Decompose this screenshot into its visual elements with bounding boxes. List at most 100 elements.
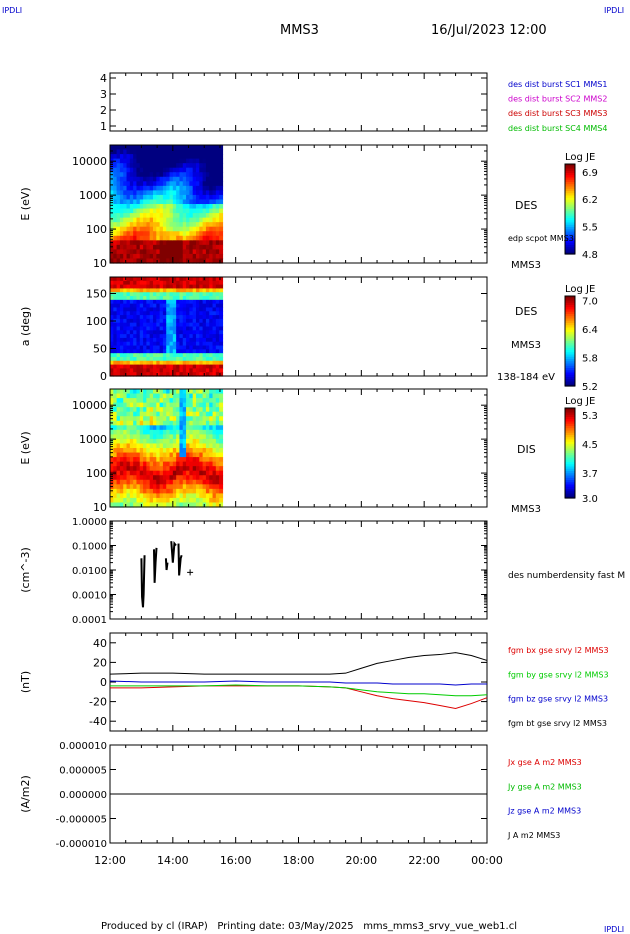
dis-energy-panel-cell xyxy=(116,497,121,504)
dis-energy-panel-cell xyxy=(133,493,138,499)
dis-energy-panel-cell xyxy=(202,479,207,485)
dis-energy-panel-cell xyxy=(146,497,151,504)
des-pitch-panel-colorbar-cell xyxy=(565,338,575,342)
des-pitch-panel-cell xyxy=(192,315,197,320)
des-energy-panel-cell xyxy=(139,167,144,173)
des-pitch-panel-cell xyxy=(209,296,214,301)
dis-energy-panel-cell xyxy=(110,443,114,449)
dis-energy-panel-cell xyxy=(159,389,164,395)
dis-energy-panel-cell xyxy=(159,438,164,445)
dis-energy-panel-cell xyxy=(166,443,171,449)
des-energy-panel-cell xyxy=(113,149,118,155)
dis-energy-panel-cell xyxy=(119,398,124,404)
des-pitch-panel-cell xyxy=(136,353,141,358)
dis-energy-panel-cell xyxy=(139,475,144,481)
des-energy-panel-cell xyxy=(146,145,151,151)
des-pitch-spacecraft-label: MMS3 xyxy=(511,340,541,351)
des-energy-panel-cell xyxy=(192,149,197,155)
dis-energy-panel-cell xyxy=(133,475,138,481)
des-pitch-panel-cell xyxy=(219,307,224,312)
des-energy-panel-cell xyxy=(149,194,154,201)
fgm-panel-ytick-label: -40 xyxy=(89,715,107,728)
des-pitch-panel-cell xyxy=(192,303,197,309)
dis-energy-panel-cell xyxy=(219,497,224,504)
dis-energy-panel-cell xyxy=(129,434,134,440)
dis-energy-panel-cell xyxy=(192,398,197,404)
des-pitch-panel-cell xyxy=(116,299,121,305)
des-energy-panel-cell xyxy=(149,235,154,241)
des-energy-panel-cell xyxy=(179,190,184,196)
dis-energy-panel-cell xyxy=(215,438,220,445)
current-panel-ytick-label: 0.000000 xyxy=(59,790,107,801)
dis-energy-panel-cell xyxy=(123,434,128,440)
des-energy-panel-cell xyxy=(202,154,207,160)
fgm-legend-entry: fgm by gse srvy l2 MMS3 xyxy=(508,670,609,679)
des-energy-panel-cell xyxy=(153,154,157,160)
des-pitch-panel-ytick-label: 50 xyxy=(93,343,107,356)
des-energy-panel-cell xyxy=(156,253,161,260)
dis-energy-panel-cell xyxy=(176,411,181,417)
des-pitch-panel-cell xyxy=(149,360,154,366)
des-pitch-panel-cell xyxy=(215,368,220,373)
dis-energy-panel-colorbar-cell xyxy=(565,486,575,490)
des-energy-panel-cell xyxy=(172,181,177,187)
dis-energy-panel-cell xyxy=(199,425,204,431)
des-energy-panel-cell xyxy=(176,249,181,255)
des-energy-panel-colorbar-cell xyxy=(565,206,575,210)
dis-energy-panel-cell xyxy=(192,443,197,449)
des-pitch-panel-cell xyxy=(169,372,174,377)
des-energy-panel-cell xyxy=(209,163,214,169)
des-energy-panel-cell xyxy=(139,176,144,182)
des-pitch-panel-cell xyxy=(202,318,207,324)
dis-energy-panel-cell xyxy=(205,429,210,435)
dis-energy-panel-cell xyxy=(149,466,154,472)
des-pitch-panel-cell xyxy=(186,318,190,324)
des-pitch-panel-cell xyxy=(110,360,114,366)
des-pitch-panel-cell xyxy=(119,284,124,290)
density-panel-ytick-label: 0.0010 xyxy=(72,591,107,602)
dis-energy-panel-colorbar-cell xyxy=(565,417,575,420)
des-pitch-panel-cell xyxy=(143,356,147,362)
dis-energy-panel-cell xyxy=(116,407,121,413)
des-pitch-panel-cell xyxy=(136,345,141,350)
des-energy-panel-cell xyxy=(202,253,207,260)
des-pitch-panel-cell xyxy=(209,356,214,362)
des-energy-panel-cell xyxy=(153,244,157,250)
dis-energy-panel-cell xyxy=(133,429,138,435)
dis-energy-panel-cell xyxy=(119,475,124,481)
des-energy-panel-cell xyxy=(126,154,131,160)
des-energy-panel-colorbar-cell xyxy=(565,224,575,228)
des-pitch-panel-cell xyxy=(162,330,167,335)
des-pitch-panel-cell xyxy=(186,299,190,305)
dis-energy-panel-cell xyxy=(205,420,210,426)
dis-energy-panel-cell xyxy=(192,488,197,494)
dis-energy-panel-cell xyxy=(123,497,128,504)
des-pitch-panel-cell xyxy=(162,356,167,362)
dis-energy-panel-cell xyxy=(212,466,217,472)
des-pitch-panel-cell xyxy=(110,299,114,305)
des-energy-panel-cell xyxy=(126,176,131,182)
des-energy-panel-cell xyxy=(116,194,121,201)
des-energy-panel-cell xyxy=(196,163,200,169)
des-pitch-panel-cell xyxy=(133,353,138,358)
des-pitch-panel-cell xyxy=(133,280,138,286)
dis-energy-panel-cell xyxy=(166,411,171,417)
des-pitch-panel-cell xyxy=(219,315,224,320)
des-pitch-panel-cell xyxy=(116,372,121,377)
des-pitch-panel-cell xyxy=(176,322,181,328)
des-energy-panel-cell xyxy=(199,249,204,255)
dis-energy-panel-cell xyxy=(202,497,207,504)
dis-energy-panel-cell xyxy=(192,497,197,504)
des-pitch-panel-cell xyxy=(110,372,114,377)
des-energy-panel-cell xyxy=(119,172,124,178)
des-pitch-panel-cell xyxy=(136,356,141,362)
des-pitch-panel-cell xyxy=(176,330,181,335)
des-energy-panel-cell xyxy=(215,244,220,250)
des-energy-panel-cell xyxy=(126,244,131,250)
des-energy-panel-colorbar-cell xyxy=(565,215,575,219)
des-pitch-panel-cell xyxy=(113,277,118,282)
dis-energy-panel-cell xyxy=(209,497,214,504)
des-energy-panel-cell xyxy=(215,235,220,241)
dis-energy-panel-cell xyxy=(199,448,204,454)
